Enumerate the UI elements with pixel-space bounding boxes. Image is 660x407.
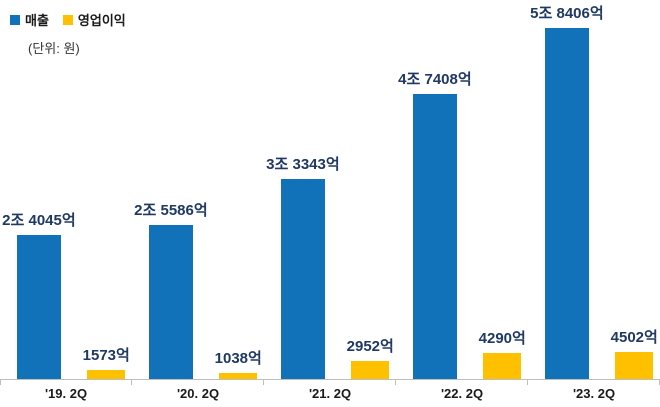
- revenue-bar-wrap: 3조 3343억: [266, 155, 340, 379]
- bar-group: 5조 8406억 4502억: [528, 5, 660, 379]
- x-axis-label: '20. 2Q: [176, 386, 220, 401]
- revenue-bar: [148, 225, 193, 379]
- profit-value-label: 1038억: [214, 349, 262, 367]
- legend-item-profit: 영업이익: [62, 10, 126, 29]
- profit-bar: [615, 351, 654, 379]
- revenue-bar-wrap: 2조 5586억: [134, 202, 208, 379]
- revenue-value-label: 5조 8406억: [530, 5, 604, 22]
- revenue-bar: [280, 178, 325, 379]
- legend-label-revenue: 매출: [25, 13, 49, 28]
- legend: 매출 영업이익: [10, 10, 126, 29]
- axis-tick: [132, 380, 264, 385]
- profit-bar-wrap: 1573억: [82, 346, 130, 379]
- axis-tick: [528, 380, 660, 385]
- revenue-swatch-icon: [10, 14, 20, 25]
- profit-value-label: 1573억: [82, 346, 130, 364]
- x-axis-label: '23. 2Q: [572, 386, 616, 401]
- profit-bar: [87, 369, 126, 379]
- revenue-bar: [16, 234, 61, 379]
- axis-tick: [264, 380, 396, 385]
- legend-label-profit: 영업이익: [77, 13, 126, 28]
- profit-bar: [351, 361, 390, 379]
- profit-value-label: 2952억: [346, 338, 394, 356]
- x-axis-label: '21. 2Q: [308, 386, 352, 401]
- x-axis-label: '22. 2Q: [440, 386, 484, 401]
- revenue-value-label: 4조 7408억: [398, 71, 472, 89]
- profit-swatch-icon: [62, 14, 73, 25]
- revenue-bar-wrap: 4조 7408억: [398, 71, 472, 379]
- revenue-value-label: 3조 3343억: [266, 155, 340, 173]
- revenue-bar-wrap: 2조 4045억: [2, 211, 76, 379]
- revenue-value-label: 2조 4045억: [2, 211, 76, 229]
- x-axis-label: '19. 2Q: [44, 386, 88, 401]
- x-axis-labels: '19. 2Q '20. 2Q '21. 2Q '22. 2Q '23. 2Q: [0, 386, 660, 401]
- plot-area: 2조 4045억 1573억 2조 5586억 1038억 3조 3343억 2952억 4…: [0, 5, 660, 380]
- revenue-bar: [544, 28, 589, 379]
- legend-item-revenue: 매출: [10, 10, 49, 29]
- revenue-bar-wrap: 5조 8406억: [530, 5, 604, 379]
- axis-tick: [396, 380, 528, 385]
- bar-group: 2조 5586억 1038억: [132, 202, 264, 379]
- revenue-bar: [412, 94, 457, 379]
- axis-tick: [0, 380, 132, 385]
- profit-bar-wrap: 4290억: [479, 330, 526, 379]
- profit-bar-wrap: 4502억: [611, 329, 658, 379]
- profit-value-label: 4290억: [478, 330, 526, 348]
- x-axis-ticks: [0, 380, 660, 385]
- bar-group: 2조 4045억 1573억: [0, 211, 132, 379]
- profit-bar-wrap: 1038억: [215, 350, 262, 379]
- profit-bar: [219, 372, 258, 379]
- profit-bar-wrap: 2952억: [347, 338, 394, 379]
- profit-value-label: 4502억: [610, 328, 658, 346]
- unit-note: (단위: 원): [28, 41, 80, 56]
- bar-group: 3조 3343억 2952억: [264, 156, 396, 379]
- revenue-value-label: 2조 5586억: [134, 202, 208, 220]
- profit-bar: [483, 353, 522, 379]
- bar-group: 4조 7408억 4290억: [396, 71, 528, 379]
